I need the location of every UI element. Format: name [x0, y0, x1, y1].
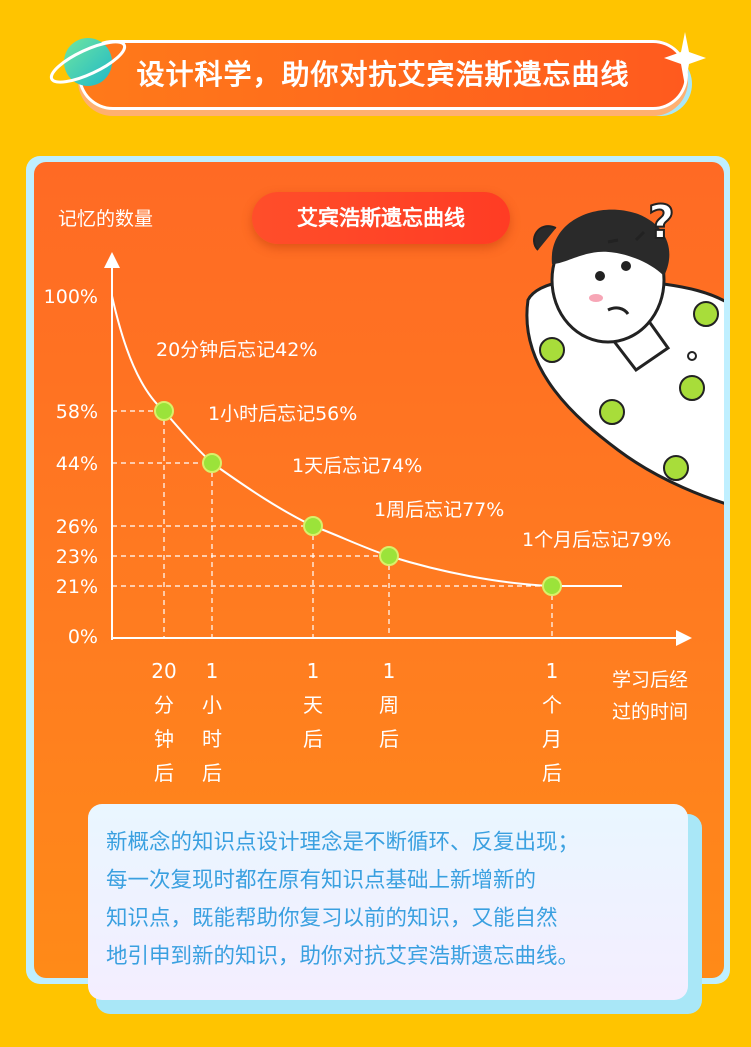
forgetting-curve-line	[111, 295, 622, 587]
x-tick-label: 1	[307, 659, 320, 683]
data-point	[154, 401, 174, 421]
y-tick-label: 23%	[56, 546, 98, 568]
description-text: 新概念的知识点设计理念是不断循环、反复出现； 每一次复现时都在原有知识点基础上新…	[106, 824, 678, 976]
data-point	[303, 516, 323, 536]
description-box	[88, 804, 688, 1000]
x-axis-arrow	[676, 630, 692, 646]
y-axis-label: 记忆的数量	[58, 208, 153, 230]
title-banner: 设计科学，助你对抗艾宾浩斯遗忘曲线	[78, 40, 688, 110]
description-line: 新概念的知识点设计理念是不断循环、反复出现；	[106, 830, 580, 855]
description-line: 知识点，既能帮助你复习以前的知识，又能自然	[106, 906, 558, 931]
y-axis-arrow	[104, 252, 120, 268]
y-tick-label: 0%	[68, 626, 98, 648]
x-tick-label: 小	[202, 693, 222, 717]
x-tick-label: 天	[303, 693, 323, 717]
point-annotation: 1个月后忘记79%	[522, 529, 671, 551]
description-line: 每一次复现时都在原有知识点基础上新增新的	[106, 868, 537, 893]
x-tick-label: 时	[202, 727, 222, 751]
x-axis-label: 过的时间	[612, 701, 688, 723]
x-tick-label: 1	[206, 659, 219, 683]
x-tick-label: 分	[154, 693, 174, 717]
x-tick-label: 周	[379, 693, 399, 717]
point-annotation: 20分钟后忘记42%	[156, 339, 317, 361]
x-axis-label: 学习后经	[612, 669, 688, 691]
x-tick-label: 1	[383, 659, 396, 683]
x-tick-label: 后	[303, 727, 323, 751]
chart-title: 艾宾浩斯遗忘曲线	[252, 192, 510, 244]
sparkle-icon	[664, 32, 706, 86]
y-tick-label: 100%	[44, 286, 98, 308]
point-annotation: 1周后忘记77%	[374, 499, 504, 521]
y-tick-label: 26%	[56, 516, 98, 538]
x-tick-label: 后	[202, 761, 222, 785]
y-tick-label: 44%	[56, 453, 98, 475]
y-tick-label: 21%	[56, 576, 98, 598]
x-tick-label: 1	[546, 659, 559, 683]
x-tick-label: 20	[151, 659, 176, 683]
data-point	[379, 546, 399, 566]
x-tick-label: 后	[542, 761, 562, 785]
x-tick-label: 月	[542, 727, 562, 751]
thinking-character-illustration: ?	[525, 194, 724, 505]
data-point	[202, 453, 222, 473]
data-point	[542, 576, 562, 596]
point-annotation: 1小时后忘记56%	[208, 403, 357, 425]
x-tick-label: 后	[154, 761, 174, 785]
x-tick-label: 后	[379, 727, 399, 751]
x-tick-label: 个	[542, 693, 562, 717]
page-title: 设计科学，助你对抗艾宾浩斯遗忘曲线	[136, 58, 630, 91]
point-annotation: 1天后忘记74%	[292, 455, 422, 477]
description-line: 地引申到新的知识，助你对抗艾宾浩斯遗忘曲线。	[106, 944, 580, 969]
y-tick-label: 58%	[56, 401, 98, 423]
x-tick-label: 钟	[154, 727, 174, 751]
svg-text:?: ?	[648, 195, 675, 249]
planet-icon	[49, 38, 127, 86]
